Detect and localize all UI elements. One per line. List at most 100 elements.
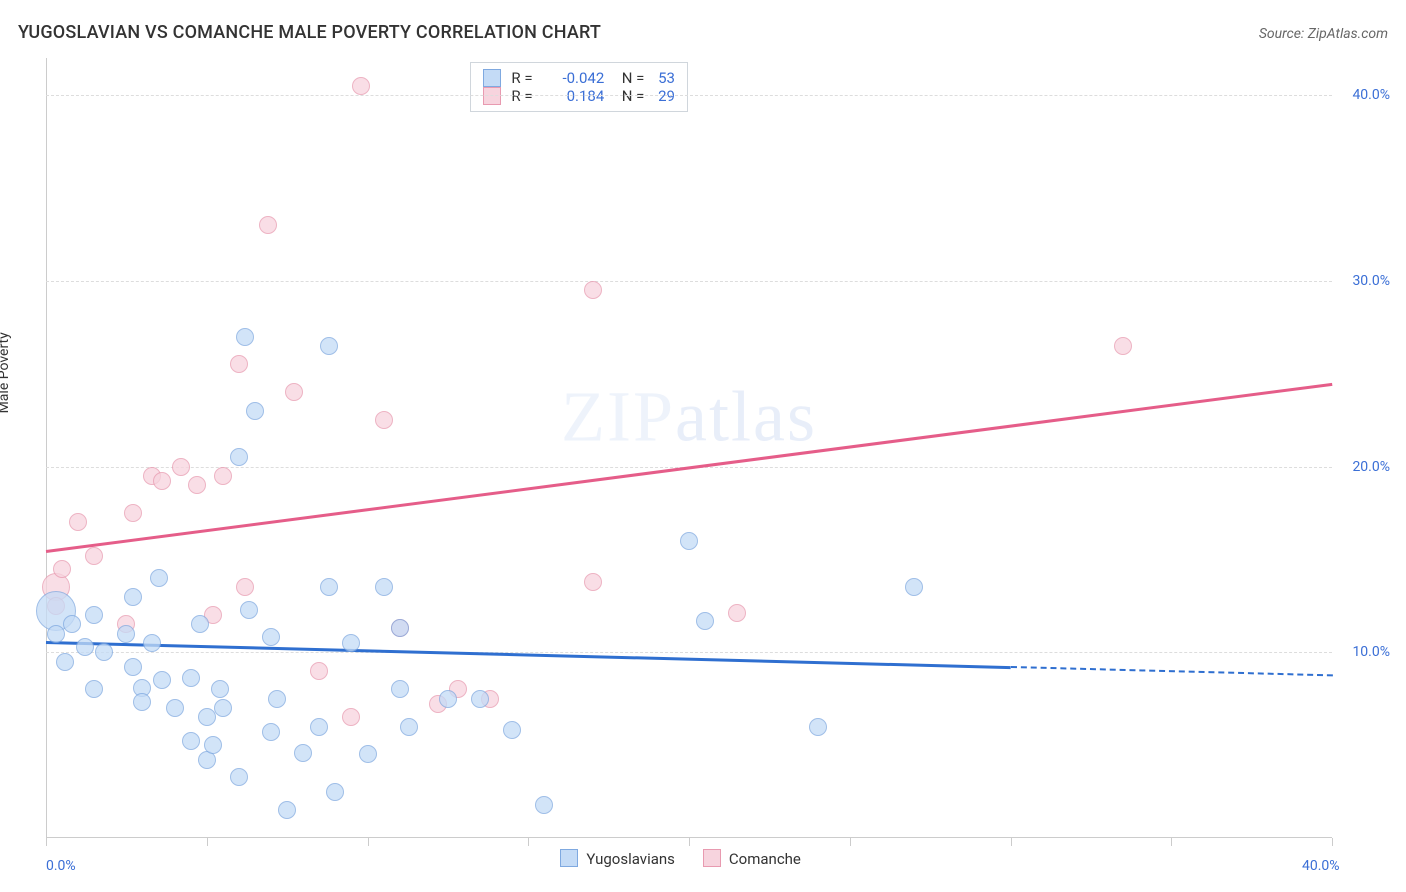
data-point-yugoslavians: [326, 783, 344, 801]
data-point-comanche: [285, 383, 303, 401]
data-point-yugoslavians: [214, 699, 232, 717]
data-point-comanche: [584, 573, 602, 591]
x-tick: [207, 838, 208, 846]
data-point-yugoslavians: [246, 402, 264, 420]
data-point-comanche: [124, 504, 142, 522]
data-point-yugoslavians: [359, 745, 377, 763]
correlation-stats-box: R = -0.042 N = 53 R = 0.184 N = 29: [470, 62, 688, 112]
data-point-comanche: [310, 662, 328, 680]
data-point-yugoslavians: [809, 718, 827, 736]
data-point-yugoslavians: [76, 638, 94, 656]
data-point-comanche: [230, 355, 248, 373]
data-point-yugoslavians: [56, 653, 74, 671]
data-point-yugoslavians: [124, 658, 142, 676]
data-point-yugoslavians: [391, 619, 409, 637]
data-point-comanche: [172, 458, 190, 476]
data-point-yugoslavians: [262, 628, 280, 646]
gridline: [46, 652, 1332, 653]
swatch-yugoslavians: [560, 849, 578, 867]
data-point-yugoslavians: [294, 744, 312, 762]
chart-title: YUGOSLAVIAN VS COMANCHE MALE POVERTY COR…: [18, 22, 601, 43]
legend-item-comanche: Comanche: [703, 849, 801, 868]
data-point-comanche: [53, 560, 71, 578]
data-point-yugoslavians: [535, 796, 553, 814]
data-point-comanche: [1114, 337, 1132, 355]
data-point-yugoslavians: [124, 588, 142, 606]
data-point-comanche: [188, 476, 206, 494]
legend: Yugoslavians Comanche: [560, 849, 801, 868]
legend-item-yugoslavians: Yugoslavians: [560, 849, 675, 868]
data-point-comanche: [584, 281, 602, 299]
data-point-yugoslavians: [268, 690, 286, 708]
data-point-yugoslavians: [85, 680, 103, 698]
x-tick: [1332, 838, 1333, 846]
x-tick: [1171, 838, 1172, 846]
data-point-yugoslavians: [150, 569, 168, 587]
y-axis-label: Male Poverty: [0, 332, 12, 413]
data-point-yugoslavians: [278, 801, 296, 819]
data-point-yugoslavians: [680, 532, 698, 550]
y-axis-line: [46, 58, 47, 838]
scatter-plot: ZIPatlas R = -0.042 N = 53 R = 0.184 N =…: [46, 58, 1332, 838]
data-point-comanche: [85, 547, 103, 565]
data-point-yugoslavians: [153, 671, 171, 689]
data-point-yugoslavians: [182, 732, 200, 750]
data-point-comanche: [352, 77, 370, 95]
x-tick: [1011, 838, 1012, 846]
data-point-yugoslavians: [375, 578, 393, 596]
data-point-yugoslavians: [230, 448, 248, 466]
watermark: ZIPatlas: [561, 375, 817, 458]
x-tick: [689, 838, 690, 846]
source-attribution: Source: ZipAtlas.com: [1259, 26, 1388, 42]
data-point-yugoslavians: [230, 768, 248, 786]
data-point-comanche: [728, 604, 746, 622]
data-point-yugoslavians: [471, 690, 489, 708]
data-point-yugoslavians: [400, 718, 418, 736]
data-point-yugoslavians: [262, 723, 280, 741]
swatch-yugoslavians: [483, 69, 501, 87]
data-point-yugoslavians: [85, 606, 103, 624]
x-tick-label: 40.0%: [1302, 858, 1340, 874]
gridline: [46, 281, 1332, 282]
data-point-comanche: [375, 411, 393, 429]
x-tick: [528, 838, 529, 846]
trend-line: [46, 383, 1332, 553]
x-tick: [368, 838, 369, 846]
trend-line: [46, 641, 1011, 669]
y-tick-label: 20.0%: [1352, 459, 1390, 475]
x-tick: [850, 838, 851, 846]
data-point-comanche: [259, 216, 277, 234]
data-point-yugoslavians: [310, 718, 328, 736]
data-point-yugoslavians: [503, 721, 521, 739]
data-point-yugoslavians: [191, 615, 209, 633]
data-point-yugoslavians: [47, 625, 65, 643]
stat-row-yugoslavians: R = -0.042 N = 53: [483, 69, 675, 87]
data-point-yugoslavians: [905, 578, 923, 596]
data-point-comanche: [153, 472, 171, 490]
data-point-yugoslavians: [204, 736, 222, 754]
swatch-comanche: [703, 849, 721, 867]
trend-line-dashed: [1010, 666, 1332, 676]
gridline: [46, 95, 1332, 96]
data-point-yugoslavians: [696, 612, 714, 630]
data-point-yugoslavians: [166, 699, 184, 717]
data-point-yugoslavians: [320, 578, 338, 596]
data-point-comanche: [342, 708, 360, 726]
data-point-comanche: [69, 513, 87, 531]
data-point-yugoslavians: [391, 680, 409, 698]
data-point-yugoslavians: [63, 615, 81, 633]
data-point-yugoslavians: [133, 693, 151, 711]
data-point-yugoslavians: [211, 680, 229, 698]
data-point-comanche: [214, 467, 232, 485]
y-tick-label: 40.0%: [1352, 87, 1390, 103]
data-point-yugoslavians: [182, 669, 200, 687]
data-point-yugoslavians: [439, 690, 457, 708]
data-point-yugoslavians: [95, 643, 113, 661]
data-point-yugoslavians: [143, 634, 161, 652]
data-point-yugoslavians: [198, 708, 216, 726]
data-point-yugoslavians: [117, 625, 135, 643]
data-point-comanche: [236, 578, 254, 596]
data-point-yugoslavians: [342, 634, 360, 652]
x-tick: [46, 838, 47, 846]
data-point-yugoslavians: [240, 601, 258, 619]
